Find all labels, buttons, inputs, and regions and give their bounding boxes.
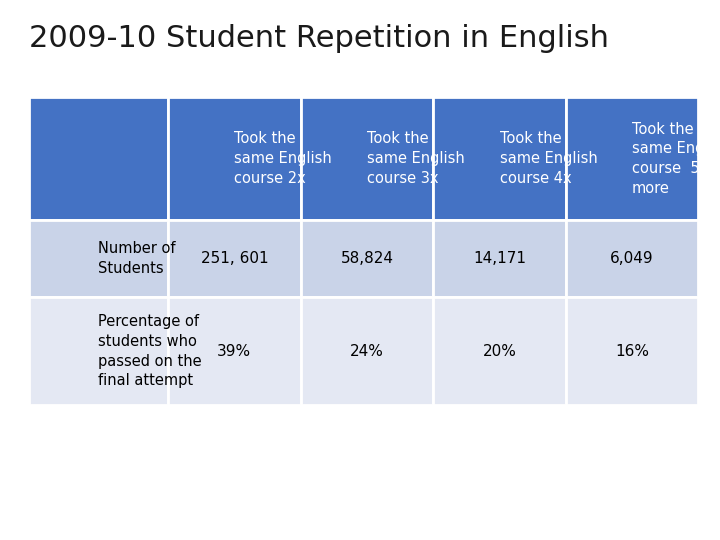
- Text: 39%: 39%: [217, 343, 251, 359]
- Text: 2009-10 Student Repetition in English: 2009-10 Student Repetition in English: [29, 24, 609, 53]
- Text: 14,171: 14,171: [473, 251, 526, 266]
- Text: 58,824: 58,824: [341, 251, 393, 266]
- Text: 24%: 24%: [350, 343, 384, 359]
- Text: 251, 601: 251, 601: [200, 251, 268, 266]
- Text: Took the
same English
course  5x or
more: Took the same English course 5x or more: [632, 122, 720, 196]
- Text: Percentage of
students who
passed on the
final attempt: Percentage of students who passed on the…: [99, 314, 202, 388]
- Text: Number of
Students: Number of Students: [99, 241, 176, 276]
- Text: 16%: 16%: [615, 343, 649, 359]
- Text: 6,049: 6,049: [611, 251, 654, 266]
- Text: 20%: 20%: [482, 343, 516, 359]
- Text: Took the
same English
course 2x: Took the same English course 2x: [234, 131, 332, 186]
- Text: Took the
same English
course 3x: Took the same English course 3x: [367, 131, 464, 186]
- Text: Took the
same English
course 4x: Took the same English course 4x: [500, 131, 598, 186]
